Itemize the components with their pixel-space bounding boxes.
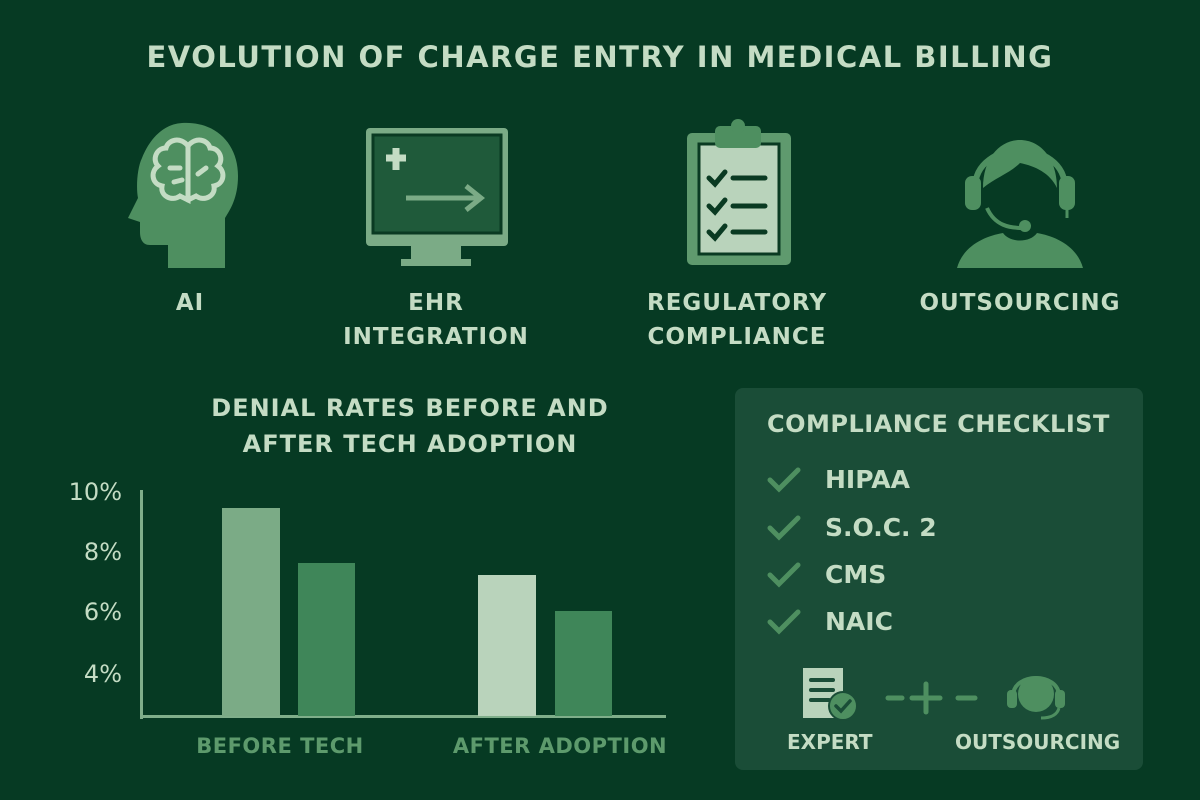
headset-icon <box>1007 676 1065 720</box>
feature-label: OUTSOURCING <box>919 290 1121 316</box>
y-axis <box>140 490 143 719</box>
monitor-icon <box>366 128 508 266</box>
outsourcing-label: OUTSOURCING <box>955 730 1121 754</box>
feature-ai: AI <box>60 118 320 320</box>
chart-title: DENIAL RATES BEFORE AND AFTER TECH ADOPT… <box>211 394 609 458</box>
expert-label: EXPERT <box>787 730 873 754</box>
feature-outsourcing: OUTSOURCING <box>890 118 1150 320</box>
checklist-item-naic: NAIC <box>767 607 893 636</box>
check-icon <box>767 467 801 493</box>
bar-before-tech-b <box>298 563 355 716</box>
x-axis <box>140 715 666 718</box>
checklist-title: COMPLIANCE CHECKLIST <box>767 410 1110 438</box>
checklist-item-soc2: S.O.C. 2 <box>767 513 937 542</box>
feature-label: EHR INTEGRATION <box>343 290 529 350</box>
feature-label: AI <box>175 290 205 316</box>
x-label-before-tech: BEFORE TECH <box>196 734 364 758</box>
y-tick: 6% <box>83 598 122 626</box>
checklist-item-cms: CMS <box>767 560 886 589</box>
feature-regulatory-compliance: REGULATORY COMPLIANCE <box>607 118 867 354</box>
check-icon <box>767 515 801 541</box>
checklist-item-hipaa: HIPAA <box>767 465 910 494</box>
headset-agent-icon <box>957 140 1083 268</box>
bar-after-adoption-b <box>555 611 612 716</box>
clipboard-checklist-icon <box>687 119 791 265</box>
bar-after-adoption-a <box>478 575 536 716</box>
check-icon <box>767 562 801 588</box>
y-tick: 10% <box>68 478 122 506</box>
y-tick: 4% <box>83 660 122 688</box>
document-check-icon <box>803 668 858 721</box>
compliance-checklist-panel: COMPLIANCE CHECKLIST HIPAA S.O.C. 2 CMS … <box>735 388 1143 770</box>
plus-icon <box>885 681 978 715</box>
y-tick: 8% <box>83 538 122 566</box>
check-icon <box>767 609 801 635</box>
x-label-after-adoption: AFTER ADOPTION <box>452 734 668 758</box>
page-title: EVOLUTION OF CHARGE ENTRY IN MEDICAL BIL… <box>146 40 1054 74</box>
bar-before-tech-a <box>222 508 280 716</box>
feature-label: REGULATORY COMPLIANCE <box>647 290 827 350</box>
brain-head-icon <box>128 122 238 268</box>
feature-ehr-integration: EHR INTEGRATION <box>306 118 566 354</box>
